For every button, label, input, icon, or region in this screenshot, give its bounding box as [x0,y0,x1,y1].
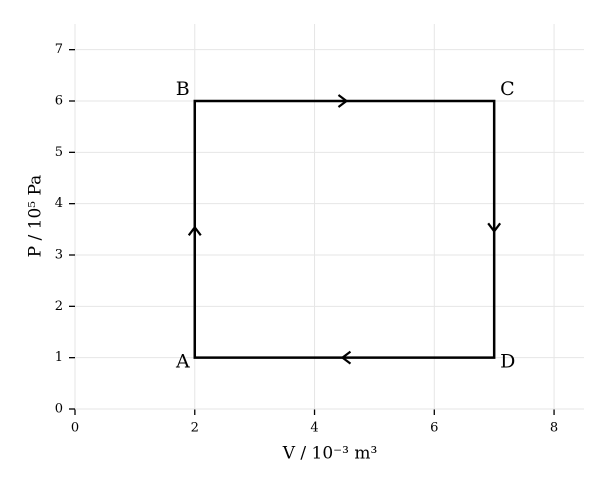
y-tick-label: 4 [55,196,63,211]
x-axis-label: V / 10⁻³ m³ [282,444,378,464]
direction-arrow [337,94,349,108]
y-tick-label: 7 [55,42,63,57]
y-tick-label: 6 [55,94,63,109]
point-label: C [500,78,515,100]
y-tick-label: 3 [55,248,63,263]
x-tick-label: 0 [71,421,79,436]
cycle-path [193,99,496,359]
point-label: D [500,351,515,373]
x-tick-label: 2 [191,421,199,436]
direction-arrow [187,225,202,236]
point-label: B [176,78,190,100]
direction-arrow [487,222,502,234]
y-tick-label: 1 [55,350,63,365]
x-tick-label: 4 [310,421,318,436]
y-tick-label: 5 [55,145,63,160]
y-axis-label: P / 10⁵ Pa [26,175,46,258]
direction-arrow [340,350,352,365]
point-label: A [175,351,190,373]
x-tick-label: 8 [550,421,558,436]
x-tick-label: 6 [430,421,438,436]
y-tick-label: 0 [55,402,63,417]
y-tick-label: 2 [55,299,63,314]
